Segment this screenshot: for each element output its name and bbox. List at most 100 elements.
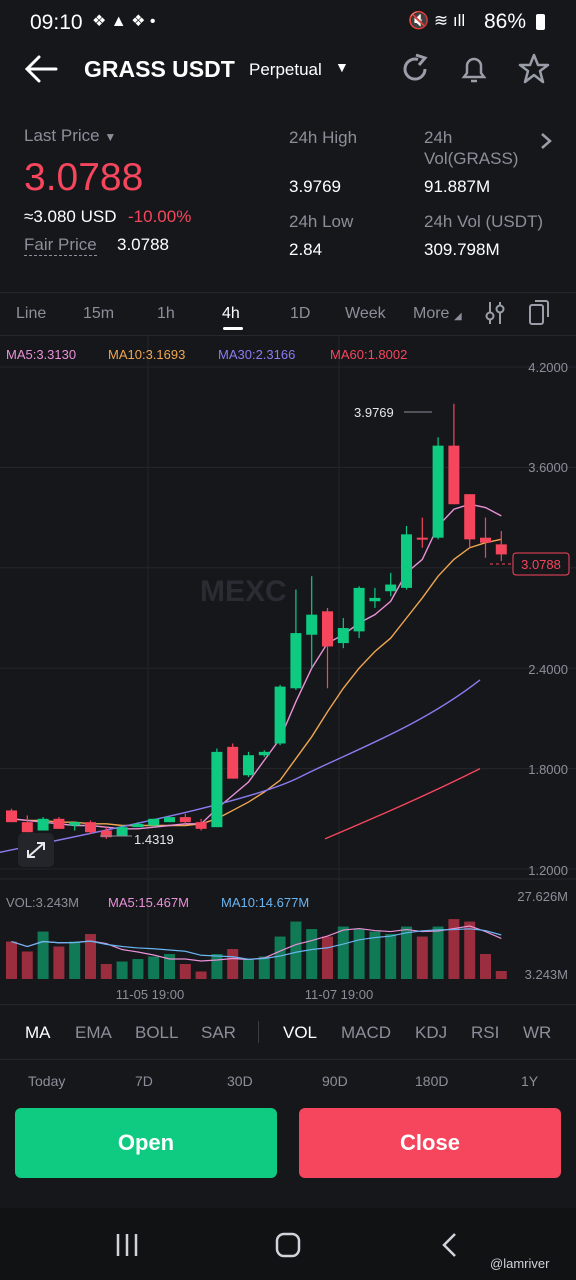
- volusdt-value: 309.798M: [424, 240, 500, 259]
- tab-more[interactable]: More: [413, 305, 450, 322]
- indicator-vol[interactable]: VOL: [283, 1023, 318, 1042]
- range-1y[interactable]: 1Y: [521, 1073, 539, 1089]
- vol-label: VOL:3.243M: [6, 895, 79, 910]
- range-180d[interactable]: 180D: [415, 1073, 449, 1089]
- indicator-divider: [258, 1021, 259, 1043]
- expand-icon: [27, 842, 45, 858]
- recent-apps-icon[interactable]: [114, 1232, 140, 1258]
- y-tick: 1.2000: [528, 863, 568, 878]
- ma30-line: [0, 679, 481, 853]
- candle: [116, 827, 128, 836]
- y-tick: 4.2000: [528, 360, 568, 375]
- low-marker: 1.4319: [134, 832, 174, 847]
- candle: [495, 544, 507, 555]
- tab-15m[interactable]: 15m: [83, 305, 115, 322]
- candle: [480, 537, 491, 543]
- candle: [432, 445, 444, 538]
- volume-bar: [227, 949, 239, 979]
- volume-bar: [401, 926, 412, 979]
- range-7d[interactable]: 7D: [135, 1073, 153, 1089]
- chevron-down-icon: ▼: [104, 130, 117, 144]
- volume-bar: [243, 959, 254, 979]
- volume-bar: [100, 964, 112, 979]
- home-icon[interactable]: [274, 1232, 302, 1258]
- candle: [53, 818, 65, 829]
- tab-line[interactable]: Line: [16, 305, 47, 322]
- chevron-down-icon[interactable]: ▼: [335, 59, 349, 75]
- pair-title[interactable]: GRASS USDT: [84, 56, 235, 82]
- tab-1d[interactable]: 1D: [290, 305, 311, 322]
- candle: [290, 633, 302, 689]
- battery-icon: [536, 14, 545, 30]
- range-90d[interactable]: 90D: [322, 1073, 348, 1089]
- price-change: -10.00%: [128, 207, 192, 226]
- active-tab-indicator: [223, 327, 243, 330]
- candle: [21, 822, 33, 833]
- indicator-ma[interactable]: MA: [25, 1023, 51, 1042]
- chart-grid: [0, 336, 576, 976]
- user-watermark: @lamriver: [490, 1256, 550, 1271]
- ma5-label: MA5:3.3130: [6, 347, 76, 362]
- settings-sliders-icon[interactable]: [483, 299, 507, 327]
- tab-1h[interactable]: 1h: [157, 305, 175, 322]
- high-marker: 3.9769: [354, 405, 394, 420]
- range-today[interactable]: Today: [28, 1073, 66, 1089]
- indicator-kdj[interactable]: KDJ: [415, 1023, 448, 1042]
- volume-bar: [69, 941, 81, 979]
- volume-bar: [21, 951, 33, 979]
- volume-bar: [369, 931, 381, 979]
- y-tick: 1.8000: [528, 762, 568, 777]
- volume-bar: [179, 964, 191, 979]
- volume-bar: [148, 956, 160, 979]
- range-30d[interactable]: 30D: [227, 1073, 253, 1089]
- candlestick-chart[interactable]: MEXC MA5:3.3130 MA10:3.1693 MA30:2.3166 …: [0, 336, 576, 1002]
- back-nav-icon[interactable]: [438, 1232, 462, 1258]
- candle: [211, 751, 223, 828]
- y-tick: 2.4000: [528, 662, 568, 677]
- indicator-boll[interactable]: BOLL: [135, 1023, 179, 1042]
- tab-4h[interactable]: 4h: [222, 305, 240, 322]
- candle: [416, 537, 428, 540]
- candle: [164, 817, 175, 823]
- tab-week[interactable]: Week: [345, 305, 386, 322]
- x-tick: 11-05 19:00: [116, 987, 184, 1002]
- volume-bar: [53, 946, 65, 979]
- volume-bar: [195, 971, 207, 979]
- volume-bar: [211, 954, 223, 979]
- refresh-icon[interactable]: [398, 52, 432, 86]
- ma10-label: MA10:3.1693: [108, 347, 185, 362]
- candle: [369, 597, 381, 602]
- fair-price-label[interactable]: Fair Price: [24, 235, 97, 256]
- back-arrow-icon[interactable]: [24, 54, 60, 84]
- last-price: 3.0788: [24, 156, 144, 199]
- notification-icons: ❖ ▲ ❖ •: [92, 13, 156, 30]
- vol-current: 3.243M: [525, 967, 568, 982]
- bell-icon[interactable]: [458, 52, 490, 86]
- low-label: 24h Low: [289, 212, 354, 231]
- star-icon[interactable]: [517, 52, 551, 86]
- volume-bar: [132, 959, 144, 979]
- candle: [179, 817, 191, 823]
- vol-max: 27.626M: [517, 889, 568, 904]
- close-button[interactable]: Close: [299, 1108, 561, 1178]
- indicator-rsi[interactable]: RSI: [471, 1023, 500, 1042]
- candle: [243, 755, 254, 776]
- open-button[interactable]: Open: [15, 1108, 277, 1178]
- copy-icon[interactable]: [527, 298, 551, 328]
- interval-tabs: Line 15m 1h 4h 1D Week More ◢: [0, 292, 576, 336]
- contract-type[interactable]: Perpetual: [249, 60, 322, 79]
- ma60-label: MA60:1.8002: [330, 347, 407, 362]
- candle: [69, 822, 81, 826]
- indicator-tabs: MA EMA BOLL SAR VOL MACD KDJ RSI WR: [0, 1004, 576, 1060]
- indicator-macd[interactable]: MACD: [341, 1023, 392, 1042]
- volume-bar: [464, 921, 476, 979]
- chevron-right-icon[interactable]: [538, 132, 554, 150]
- candle: [385, 584, 397, 592]
- candle: [6, 810, 17, 823]
- indicator-wr[interactable]: WR: [523, 1023, 552, 1042]
- indicator-ema[interactable]: EMA: [75, 1023, 112, 1042]
- last-price-label[interactable]: Last Price ▼: [24, 126, 117, 145]
- indicator-sar[interactable]: SAR: [201, 1023, 236, 1042]
- chevron-down-icon: ◢: [454, 311, 462, 322]
- candle: [85, 822, 96, 833]
